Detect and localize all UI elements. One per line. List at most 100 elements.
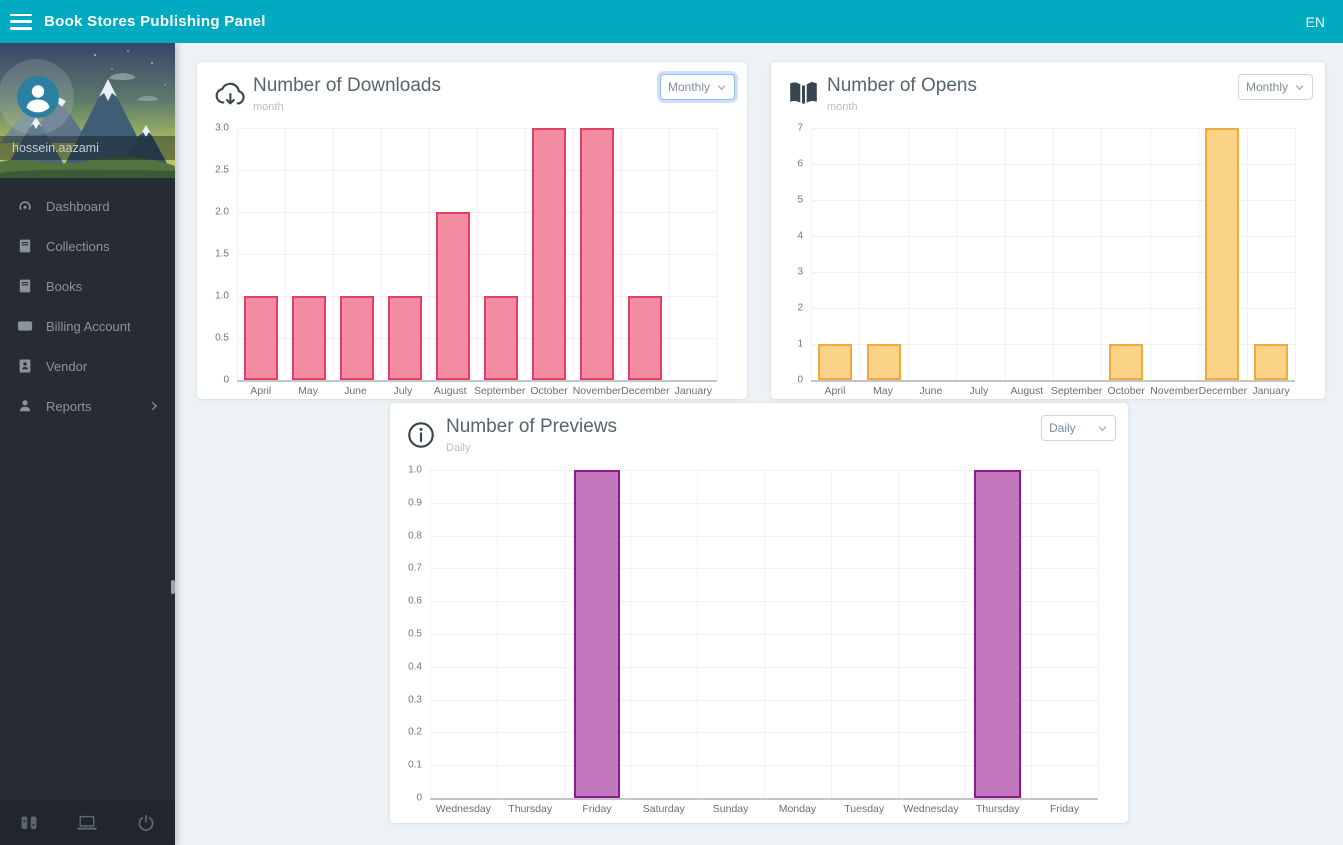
bar[interactable] (628, 296, 662, 380)
y-tick-label: 0 (416, 792, 422, 804)
y-tick-label: 0.1 (408, 759, 422, 771)
bar[interactable] (1253, 344, 1288, 380)
laptop-icon[interactable] (76, 813, 98, 833)
bar[interactable] (436, 212, 470, 380)
bar[interactable] (388, 296, 422, 380)
gridline-vertical (429, 128, 430, 380)
y-tick-label: 1 (797, 338, 803, 350)
chevron-down-icon (1294, 82, 1305, 93)
chart-title: Number of Opens (827, 75, 977, 96)
gridline-vertical (1004, 128, 1006, 380)
bar[interactable] (974, 470, 1022, 798)
x-tick-label: April (250, 385, 272, 397)
y-tick-label: 0.8 (408, 530, 422, 542)
bar[interactable] (340, 296, 374, 380)
gridline-vertical (669, 128, 670, 380)
x-tick-label: September (473, 385, 526, 397)
period-dropdown[interactable]: Daily (1041, 415, 1116, 441)
x-axis: April May June July August September October No… (811, 380, 1295, 399)
x-tick-label: September (1050, 385, 1103, 397)
gridline-vertical (1031, 470, 1033, 798)
sidebar-scrollbar-thumb[interactable] (171, 580, 175, 594)
book-icon (17, 278, 33, 294)
y-tick-label: 2.0 (215, 206, 229, 218)
period-dropdown[interactable]: Monthly (660, 74, 735, 100)
language-button[interactable]: EN (1305, 13, 1325, 30)
y-tick-label: 2 (797, 302, 803, 314)
sidebar-item-vendor[interactable]: Vendor (0, 346, 175, 386)
bar[interactable] (292, 296, 326, 380)
profile-section: hossein.aazami (0, 43, 175, 178)
period-dropdown[interactable]: Monthly (1238, 74, 1313, 100)
gridline-vertical (1149, 128, 1151, 380)
gridline-horizontal (811, 380, 1295, 382)
y-tick-label: 0.6 (408, 595, 422, 607)
mobile-device-icon[interactable] (18, 813, 40, 833)
gridline-vertical (477, 128, 478, 380)
gridline-vertical (285, 128, 286, 380)
sidebar-item-label: Books (46, 278, 83, 294)
x-tick-label: April (824, 385, 846, 397)
x-tick-label: August (433, 385, 467, 397)
card-header: Number of Opens month (787, 75, 1225, 113)
vendor-icon (17, 358, 33, 374)
bar-chart: 1.0 0.9 0.8 0.7 0.6 0.5 0.4 0.3 0.2 0.1 0 Wednesda… (398, 465, 1099, 820)
top-bar: Book Stores Publishing Panel EN (0, 0, 1343, 43)
open-book-icon (787, 75, 827, 109)
hamburger-icon[interactable] (10, 13, 32, 30)
x-tick-label: July (969, 385, 989, 397)
sidebar-item-reports[interactable]: Reports (0, 386, 175, 426)
gridline-vertical (764, 470, 765, 798)
gridline-vertical (897, 470, 899, 798)
x-tick-label: October (1107, 385, 1145, 397)
gridline-vertical (811, 128, 812, 380)
x-tick-label: October (530, 385, 568, 397)
y-tick-label: 7 (797, 122, 803, 134)
x-tick-label: May (298, 385, 318, 397)
sidebar-item-collections[interactable]: Collections (0, 226, 175, 266)
sidebar-item-books[interactable]: Books (0, 266, 175, 306)
sidebar-item-label: Collections (46, 238, 110, 254)
person-icon (26, 85, 50, 113)
x-tick-label: July (393, 385, 413, 397)
y-tick-label: 0.5 (408, 628, 422, 640)
y-tick-label: 1.0 (408, 464, 422, 476)
bar[interactable] (532, 128, 566, 380)
gridline-vertical (1098, 470, 1099, 798)
main-content: Number of Downloads month Monthly 3.0 2.5… (175, 43, 1343, 845)
bar[interactable] (1108, 344, 1143, 380)
sidebar-item-label: Vendor (46, 358, 88, 374)
bar[interactable] (818, 344, 853, 380)
bar[interactable] (573, 470, 621, 798)
y-axis: 3.0 2.5 2.0 1.5 1.0 0.5 0 (205, 123, 237, 386)
x-tick-label: Thursday (508, 803, 553, 815)
chevron-down-icon (1097, 423, 1108, 434)
plot-area (237, 128, 718, 382)
y-axis: 7 6 5 4 3 2 1 0 (779, 123, 811, 386)
gridline-vertical (333, 128, 334, 380)
sidebar-item-billing-account[interactable]: Billing Account (0, 306, 175, 346)
chart-title: Number of Downloads (253, 75, 441, 96)
power-icon[interactable] (135, 813, 157, 833)
x-tick-label: Saturday (642, 803, 685, 815)
bar[interactable] (866, 344, 901, 380)
bar[interactable] (580, 128, 614, 380)
y-tick-label: 0.5 (215, 332, 229, 344)
gridline-vertical (621, 128, 622, 380)
y-tick-label: 1.5 (215, 248, 229, 260)
opens-card: Number of Opens month Monthly 7 6 5 4 3 2 1 0 A… (771, 62, 1325, 399)
gridline-vertical (830, 470, 832, 798)
sidebar-item-dashboard[interactable]: Dashboard (0, 186, 175, 226)
username: hossein.aazami (12, 141, 99, 155)
bar[interactable] (244, 296, 278, 380)
avatar[interactable] (17, 76, 59, 118)
y-tick-label: 0 (797, 374, 803, 386)
x-tick-label: Friday (582, 803, 612, 815)
gridline-vertical (563, 470, 565, 798)
bar[interactable] (1205, 128, 1240, 380)
bar[interactable] (484, 296, 518, 380)
book-icon (17, 238, 33, 254)
gridline-vertical (697, 470, 699, 798)
period-dropdown-value: Daily (1049, 421, 1076, 435)
card-header: Number of Previews Daily (406, 416, 1028, 454)
